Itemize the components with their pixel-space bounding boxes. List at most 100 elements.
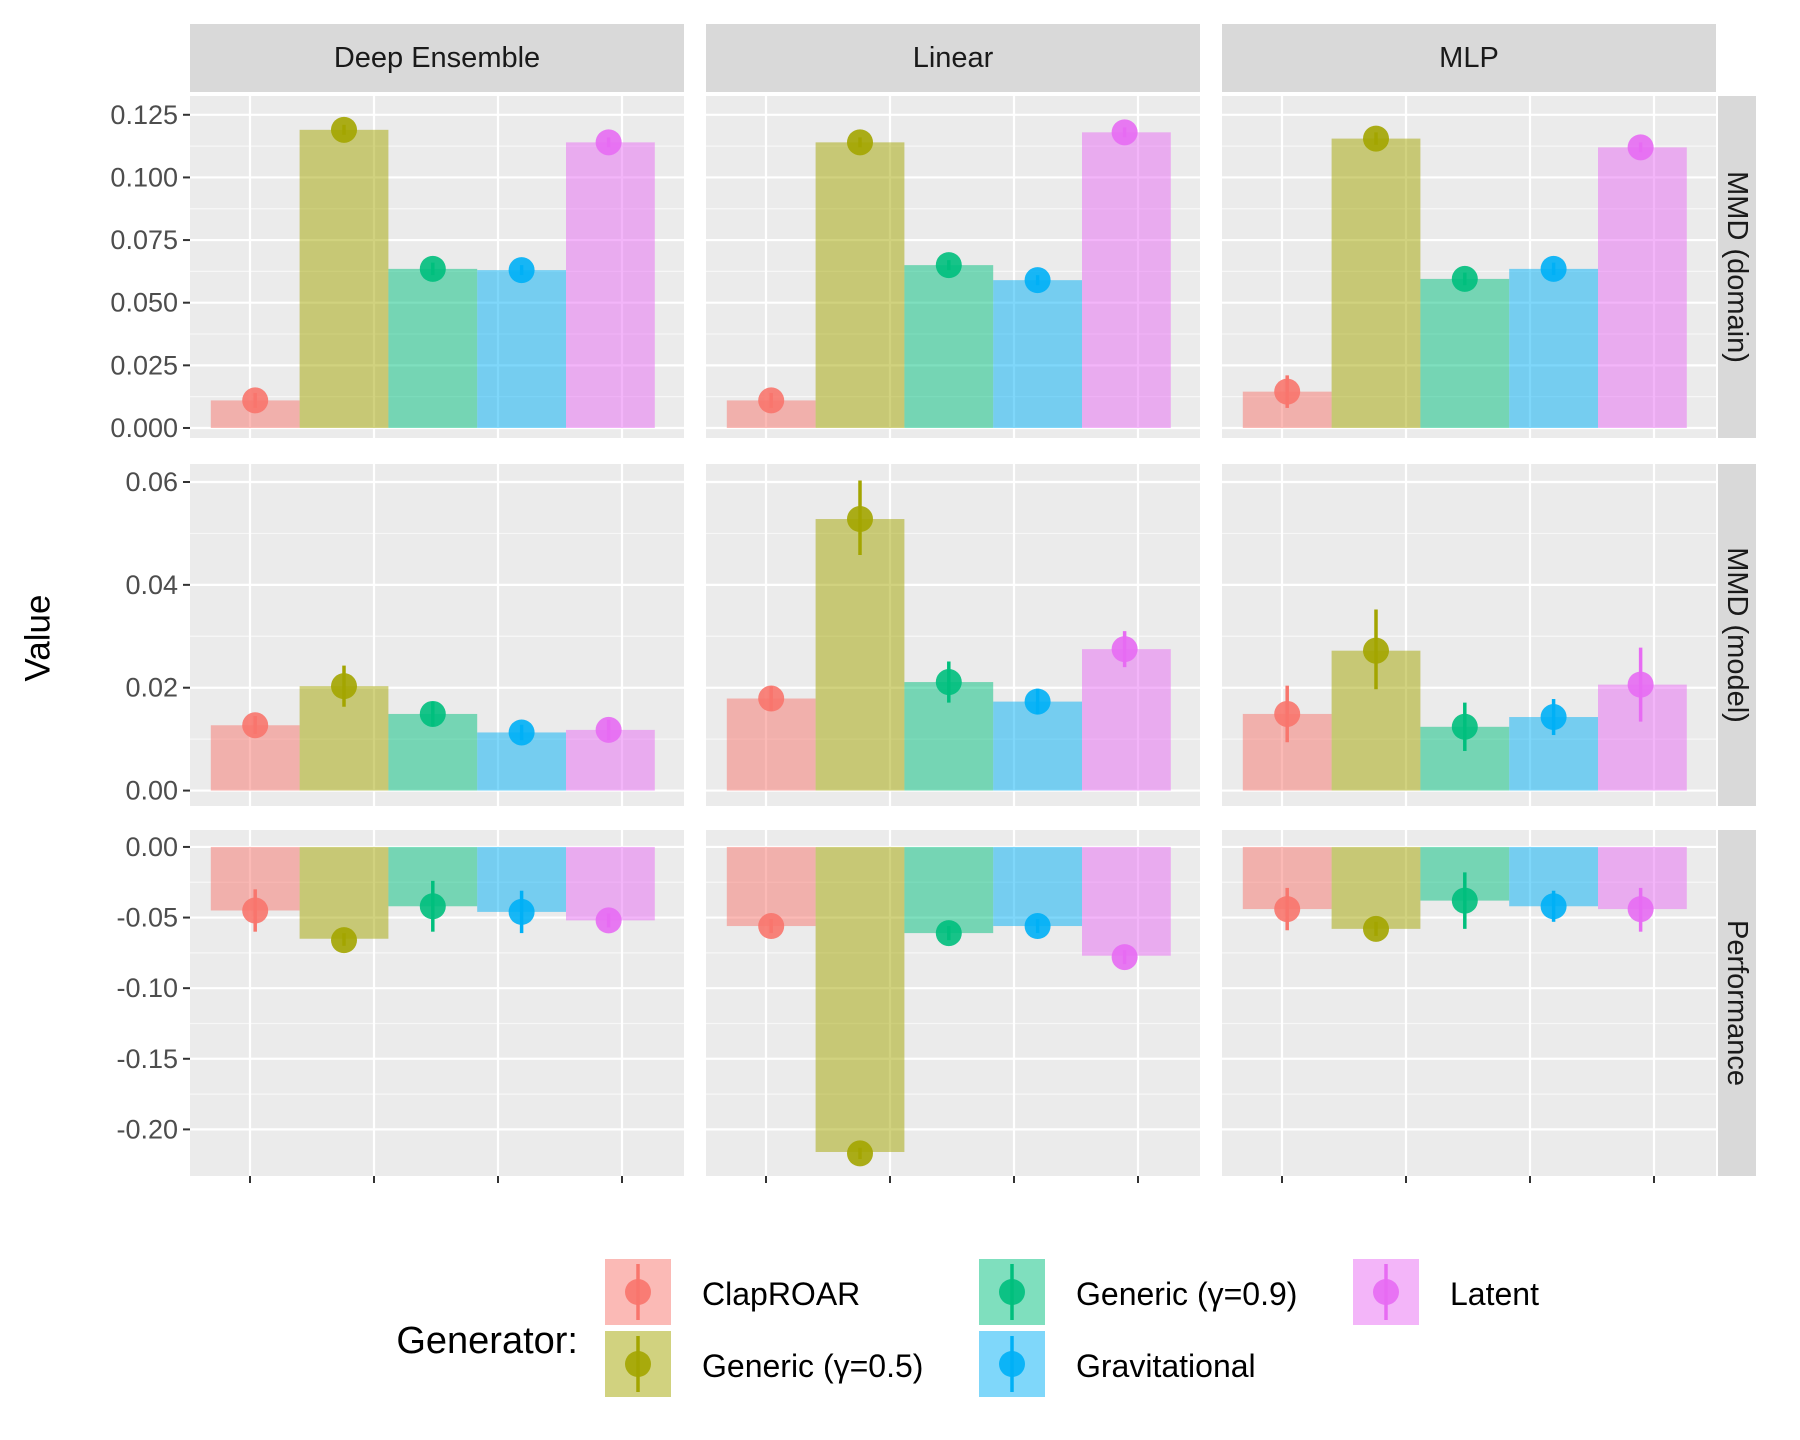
y-axes: 0.000 0.025 0.050 0.075 0.100 0.125 0.00 0.02 0.… <box>110 100 190 1144</box>
point-gravitational <box>1540 255 1567 282</box>
legend-item-generic-0-9: Generic (γ=0.9) <box>977 1257 1297 1327</box>
legend-item-generic-0-5: Generic (γ=0.5) <box>603 1329 923 1399</box>
y-tick-label: -0.20 <box>116 1114 178 1144</box>
point-generic-0-9 <box>935 669 962 696</box>
point-latent <box>595 907 622 934</box>
point-gravitational <box>508 719 535 746</box>
y-tick-label: 0.04 <box>125 570 178 600</box>
row-strip-mmd-domain <box>1718 96 1756 438</box>
legend-title: Generator: <box>396 1320 578 1362</box>
bar-generic-0-9 <box>904 846 994 934</box>
panel-deep-ensemble-mmd-model <box>190 464 684 806</box>
legend-item-gravitational: Gravitational <box>977 1329 1256 1399</box>
bar-gravitational <box>1509 268 1598 428</box>
panel-linear-mmd-domain <box>706 96 1200 438</box>
panel-mlp-performance <box>1222 830 1716 1183</box>
point-gravitational <box>1540 704 1567 731</box>
point-generic-0-9 <box>935 920 962 947</box>
y-tick-label: -0.10 <box>116 973 178 1003</box>
row-strip-label: Performance <box>1721 920 1753 1086</box>
bar-gravitational <box>993 701 1082 791</box>
bar-latent <box>566 142 655 428</box>
y-tick-label: 0.025 <box>110 350 178 380</box>
point-gravitational <box>1024 267 1051 294</box>
row-strip-performance <box>1718 830 1756 1176</box>
point-latent <box>1111 119 1138 146</box>
point-latent <box>595 129 622 156</box>
point-generic-0-5 <box>331 116 357 143</box>
panels <box>190 96 1716 1183</box>
legend-label: Latent <box>1450 1276 1539 1312</box>
row-strip-mmd-model <box>1718 464 1756 806</box>
legend-key-point <box>625 1351 651 1377</box>
panel-mlp-mmd-domain <box>1222 96 1716 438</box>
legend-item-latent: Latent <box>1351 1257 1539 1327</box>
point-generic-0-9 <box>1451 713 1478 740</box>
legend-label: Generic (γ=0.9) <box>1076 1276 1297 1312</box>
legend-label: ClapROAR <box>702 1276 860 1312</box>
bar-claproar <box>726 698 816 791</box>
point-latent <box>595 716 622 743</box>
point-gravitational <box>508 898 535 925</box>
point-claproar <box>758 685 785 712</box>
point-gravitational <box>1024 913 1051 940</box>
column-strip-label: Deep Ensemble <box>334 42 540 74</box>
y-tick-label: 0.100 <box>110 162 178 192</box>
panel-deep-ensemble-performance <box>190 830 684 1183</box>
point-claproar <box>758 387 785 414</box>
point-generic-0-5 <box>331 927 357 954</box>
bar-latent <box>1082 132 1171 428</box>
bar-generic-0-5 <box>815 519 905 791</box>
panel-deep-ensemble-mmd-domain <box>190 96 684 438</box>
legend-key-point <box>1373 1279 1399 1305</box>
point-generic-0-5 <box>331 673 357 700</box>
point-generic-0-9 <box>419 255 446 282</box>
legend-label: Gravitational <box>1076 1348 1256 1384</box>
point-gravitational <box>508 257 535 284</box>
bar-latent <box>1082 846 1171 956</box>
bar-latent <box>1598 147 1687 428</box>
point-generic-0-5 <box>847 129 873 156</box>
column-strip-linear <box>706 24 1200 92</box>
column-strip-mlp <box>1222 24 1716 92</box>
point-latent <box>1111 944 1138 971</box>
bar-generic-0-5 <box>299 846 389 939</box>
bar-generic-0-9 <box>1420 278 1510 428</box>
panel-linear-performance <box>706 830 1200 1183</box>
point-generic-0-9 <box>419 700 446 727</box>
y-tick-label: 0.050 <box>110 288 178 318</box>
column-strip-label: Linear <box>913 42 994 74</box>
point-claproar <box>242 387 269 414</box>
y-axis-title: Value <box>18 595 57 682</box>
point-generic-0-5 <box>1363 637 1389 664</box>
point-claproar <box>242 712 269 739</box>
bar-generic-0-5 <box>1331 138 1421 428</box>
facet-strips: Deep Ensemble Linear MLP MMD (domain) MMD (m… <box>190 24 1756 1176</box>
bar-generic-0-9 <box>388 268 478 428</box>
point-claproar <box>758 913 785 940</box>
point-claproar <box>1274 378 1301 405</box>
bar-gravitational <box>993 846 1082 927</box>
bar-gravitational <box>477 270 566 428</box>
point-latent <box>1627 134 1654 161</box>
point-generic-0-9 <box>935 252 962 279</box>
y-tick-label: 0.00 <box>125 776 178 806</box>
legend-key-point <box>999 1351 1025 1377</box>
bar-generic-0-5 <box>299 129 389 428</box>
legend-key-point <box>999 1279 1025 1305</box>
panel-mlp-mmd-model <box>1222 464 1716 806</box>
point-generic-0-9 <box>419 893 446 920</box>
panel-linear-mmd-model <box>706 464 1200 806</box>
y-tick-label: 0.075 <box>110 225 178 255</box>
y-tick-label: 0.06 <box>125 467 178 497</box>
point-latent <box>1111 636 1138 663</box>
y-tick-label: 0.000 <box>110 413 178 443</box>
bar-gravitational <box>993 280 1082 428</box>
row-strip-label: MMD (domain) <box>1721 171 1753 363</box>
bar-latent <box>1082 649 1171 791</box>
column-strip-label: MLP <box>1439 42 1499 74</box>
bar-claproar <box>726 846 816 927</box>
bar-generic-0-9 <box>904 265 994 428</box>
point-claproar <box>1274 896 1301 923</box>
